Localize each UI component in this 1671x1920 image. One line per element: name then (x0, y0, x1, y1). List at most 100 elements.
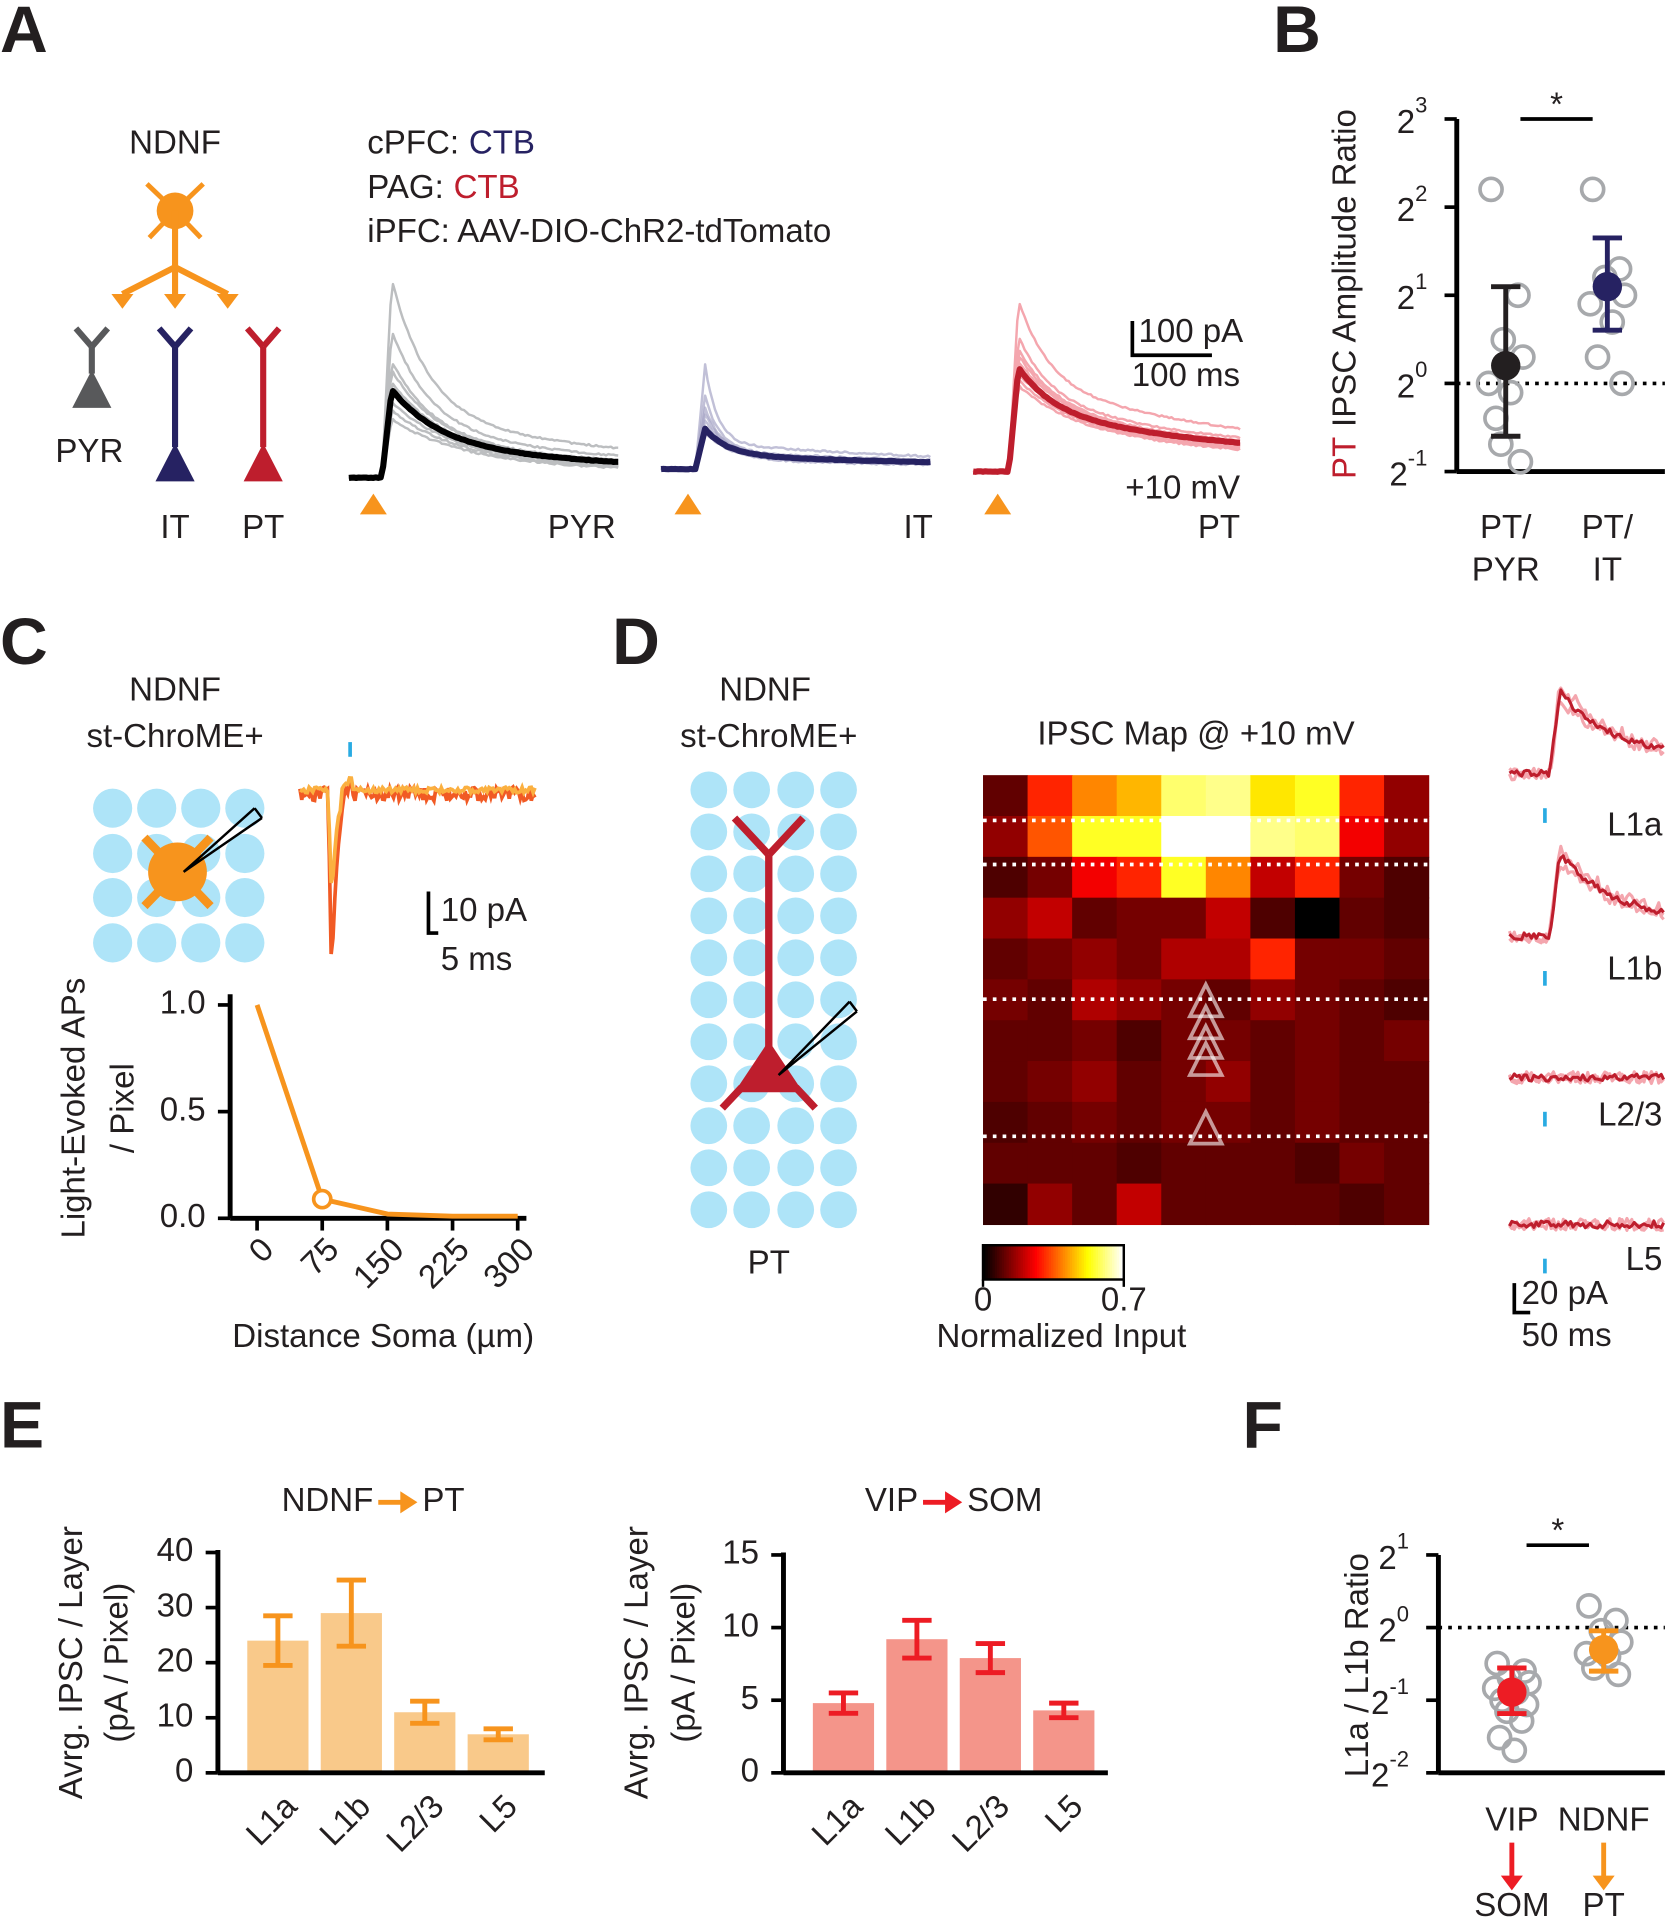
data-point (1484, 1650, 1511, 1677)
heatmap-cell (1294, 1020, 1341, 1062)
heatmap-cell (1250, 1061, 1296, 1103)
title-arrowhead (945, 1491, 963, 1514)
heatmap-cell (1205, 897, 1251, 940)
heatmap-cell (983, 815, 1029, 858)
colorbar-frame (981, 1244, 1126, 1281)
colorbar-swatch (1112, 1245, 1116, 1280)
ndnf-terminal (164, 294, 187, 309)
colorbar-swatch (1093, 1245, 1097, 1280)
opsin-label: st-ChroME+ (86, 718, 263, 755)
heatmap-cell (1339, 815, 1385, 858)
heatmap-cell (1116, 1061, 1162, 1103)
colorbar-swatch (1018, 1245, 1022, 1280)
heatmap-cell (1027, 815, 1073, 858)
heatmap-cell (1250, 1020, 1296, 1062)
colorbar-swatch (1039, 1245, 1043, 1280)
soma (155, 443, 195, 482)
colorbar-swatch (1041, 1245, 1045, 1280)
scale-bar (1512, 1283, 1531, 1315)
heatmap-cell (1027, 1061, 1073, 1103)
panel-label: D (612, 605, 660, 679)
stim-spot (733, 897, 771, 935)
stim-spot (820, 897, 857, 935)
stim-spot (690, 771, 728, 809)
data-point (1497, 379, 1524, 406)
heatmap-cell (1339, 1020, 1385, 1062)
y-axis-label: Light-Evoked APs (56, 978, 93, 1239)
category-label: PT/ (1582, 509, 1634, 546)
data-point (1599, 309, 1626, 335)
y-axis-label-highlight: PT (1326, 437, 1363, 479)
colorbar-swatch (987, 1245, 991, 1280)
y-axis-label: PT IPSC Amplitude Ratio (1326, 109, 1363, 479)
stim-spot (777, 855, 815, 893)
trace-trial (660, 363, 932, 472)
y-tick-exponent: 1 (1415, 269, 1427, 294)
ndnf-dendrite (147, 209, 177, 240)
colorbar-swatch (985, 1245, 989, 1280)
x-tick-label: L1b (313, 1788, 378, 1853)
y-tick-exponent: 3 (1415, 93, 1427, 118)
soma (72, 369, 112, 408)
x-tick-label: L1a (805, 1787, 871, 1853)
stim-spot (777, 1107, 815, 1145)
pipette (777, 1000, 858, 1077)
x-tick-label: 300 (477, 1231, 542, 1296)
colorbar-swatch (1036, 1245, 1040, 1280)
heatmap-cell (1161, 1142, 1207, 1185)
dendrite (172, 326, 194, 349)
y-axis-label: L1a / L1b Ratio (1339, 1553, 1376, 1777)
data-point (1478, 176, 1504, 203)
y-axis-label: / Pixel (105, 1063, 142, 1153)
colorbar-swatch (990, 1245, 994, 1280)
stim-spot (690, 897, 728, 935)
data-point (1501, 1737, 1528, 1764)
scale-label: 20 pA (1522, 1275, 1608, 1312)
heatmap-cell (1384, 1142, 1430, 1185)
bar (886, 1639, 948, 1773)
data-point (1584, 344, 1611, 370)
ndnf-dendrite (173, 182, 205, 213)
stim-spot (690, 939, 728, 977)
heatmap-cell (1161, 897, 1207, 940)
stim-marker (984, 493, 1012, 515)
y-tick-label: 10 (157, 1697, 194, 1734)
stim-spot (690, 1023, 728, 1061)
y-tick-label: 20 (1397, 357, 1428, 405)
stim-spot (777, 771, 815, 809)
trace-mean (348, 388, 619, 481)
heatmap-cell (1116, 979, 1162, 1021)
heatmap-cell (1072, 856, 1118, 899)
trace-label: IT (903, 509, 932, 546)
heatmap-cell (1384, 1061, 1430, 1103)
colorbar-swatch (1105, 1245, 1108, 1280)
ndnf-terminal (111, 294, 134, 309)
heatmap-cell (1294, 938, 1341, 980)
injection-text-part: cPFC: (367, 124, 459, 161)
category-arrowhead (1592, 1875, 1615, 1891)
x-tick-label: 75 (294, 1231, 346, 1283)
heatmap-cell (1339, 775, 1385, 817)
stim-spot (733, 771, 771, 809)
y-tick-label: 20 (1378, 1601, 1409, 1649)
heatmap-cell (1161, 775, 1207, 817)
trace-label: PT (1198, 509, 1240, 546)
colorbar-label: Normalized Input (936, 1318, 1186, 1355)
pt-dendrite (766, 815, 806, 858)
heatmap-cell (1294, 1183, 1341, 1226)
heatmap-cell (1161, 1061, 1207, 1103)
heatmap-cell (1072, 938, 1118, 980)
y-tick-label: 20 (157, 1642, 194, 1679)
x-tick-label: L5 (473, 1788, 525, 1840)
injection-text-part: CTB (454, 169, 520, 206)
heatmap-cell (983, 1020, 1029, 1062)
colorbar-swatch (1011, 1245, 1015, 1280)
scale-label: 100 pA (1138, 313, 1243, 350)
y-tick-exponent: 2 (1415, 181, 1427, 206)
pt-dendrite (793, 1084, 818, 1111)
mean-point (1588, 1634, 1619, 1665)
heatmap-cell (1294, 815, 1341, 858)
colorbar-swatch (1060, 1245, 1064, 1280)
stim-spot (777, 1023, 815, 1061)
